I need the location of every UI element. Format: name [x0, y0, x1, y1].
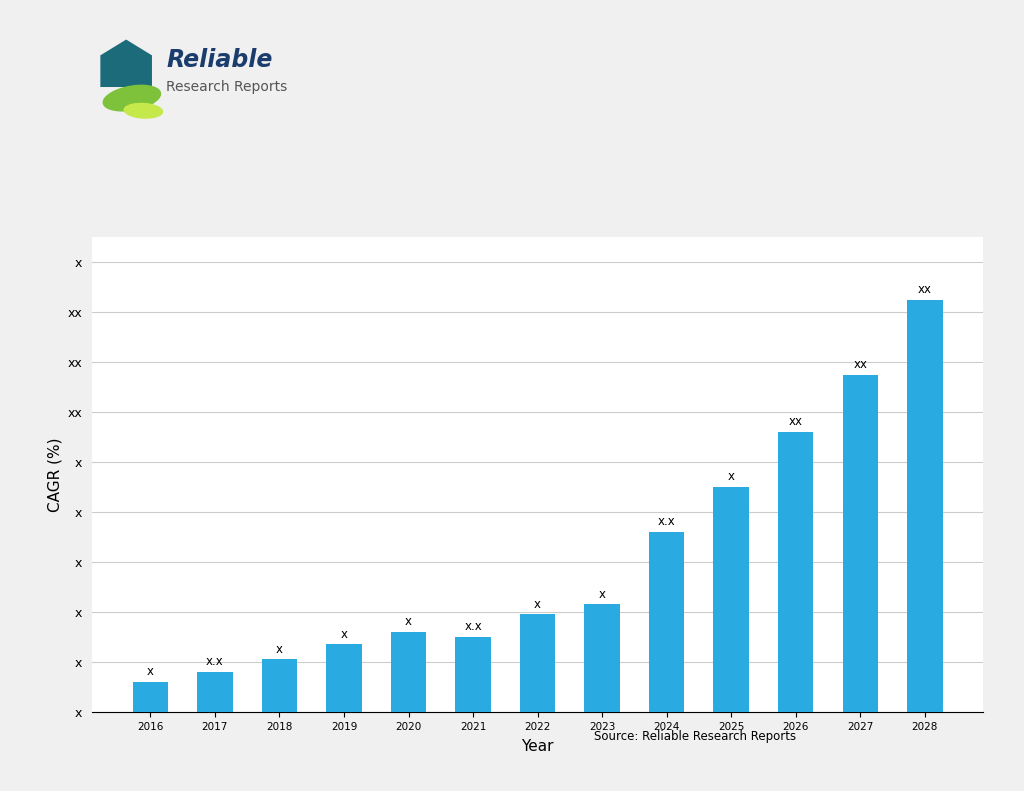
Text: Research Reports: Research Reports	[166, 80, 288, 94]
Text: xx: xx	[788, 415, 803, 429]
Text: x.x: x.x	[657, 515, 676, 528]
Bar	[133, 682, 168, 712]
Text: x: x	[341, 628, 347, 641]
Text: xx: xx	[918, 283, 932, 296]
Bar	[585, 604, 620, 712]
Text: x: x	[535, 598, 541, 611]
Bar	[649, 532, 684, 712]
Bar	[778, 432, 813, 712]
Bar	[907, 300, 942, 712]
Text: x: x	[599, 588, 605, 600]
Bar	[327, 645, 361, 712]
Text: xx: xx	[853, 358, 867, 371]
Bar	[714, 487, 749, 712]
Bar	[198, 672, 232, 712]
Bar	[843, 375, 878, 712]
Text: x.x: x.x	[206, 655, 224, 668]
Polygon shape	[100, 40, 152, 87]
Bar	[456, 637, 490, 712]
Text: x: x	[146, 665, 154, 678]
Text: Source: Reliable Research Reports: Source: Reliable Research Reports	[594, 729, 796, 743]
Text: x: x	[406, 615, 412, 628]
Text: x: x	[728, 471, 734, 483]
Bar	[520, 615, 555, 712]
Ellipse shape	[124, 103, 163, 119]
Bar	[391, 632, 426, 712]
Y-axis label: CAGR (%): CAGR (%)	[47, 437, 62, 512]
Ellipse shape	[102, 85, 161, 112]
Text: x.x: x.x	[464, 620, 482, 634]
X-axis label: Year: Year	[521, 739, 554, 754]
Text: Reliable: Reliable	[166, 48, 272, 72]
Text: x: x	[275, 643, 283, 656]
Bar	[262, 660, 297, 712]
